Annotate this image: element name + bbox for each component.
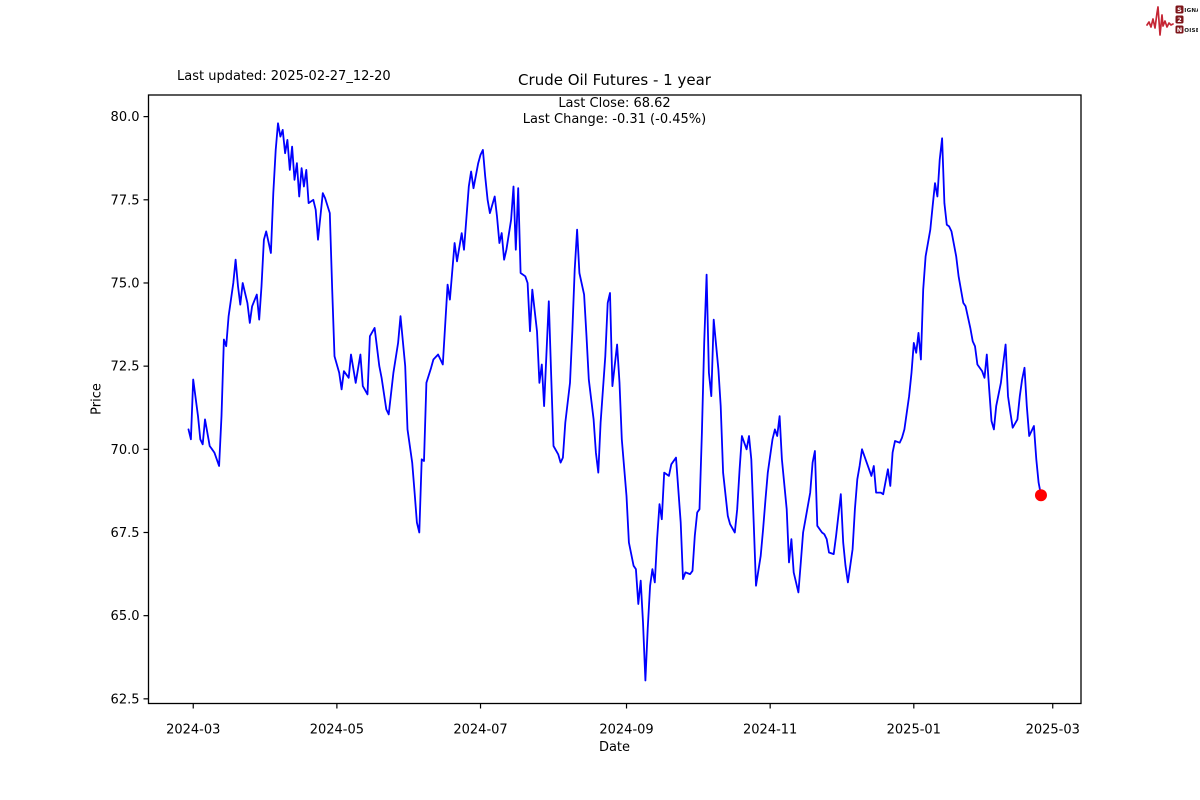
- y-tick-label: 70.0: [111, 443, 140, 458]
- x-tick-label: 2024-11: [743, 723, 797, 738]
- y-tick-label: 72.5: [111, 360, 140, 375]
- logo-badge-n: [1175, 25, 1184, 34]
- logo-badge-n-letter: N: [1177, 26, 1182, 34]
- x-tick-label: 2025-03: [1026, 723, 1080, 738]
- last-close-marker: [1034, 489, 1047, 502]
- price-line: [187, 122, 1042, 682]
- logo-badge-s-letter: S: [1177, 6, 1182, 14]
- logo-badge-s: [1175, 5, 1184, 14]
- logo-badge-2: [1175, 15, 1184, 24]
- y-tick-label: 75.0: [111, 276, 140, 291]
- logo-badge-2-letter: 2: [1177, 16, 1182, 24]
- x-tick-label: 2024-05: [310, 723, 364, 738]
- signal2noise-logo: S 2 N IGNAL OISE: [1146, 5, 1198, 36]
- x-tick-label: 2024-07: [453, 723, 507, 738]
- logo-word-ignal: IGNAL: [1184, 8, 1198, 14]
- y-tick-label: 77.5: [111, 193, 140, 208]
- x-tick-label: 2024-03: [166, 723, 220, 738]
- chart-title: Crude Oil Futures - 1 year: [518, 71, 711, 89]
- logo-word-oise: OISE: [1184, 28, 1198, 34]
- x-axis-title: Date: [598, 740, 631, 755]
- plot-border: [147, 94, 1082, 705]
- x-tick-label: 2025-01: [887, 723, 941, 738]
- last-change-annotation: Last Change: -0.31 (-0.45%): [522, 112, 707, 127]
- heartbeat-waveform-icon: [1146, 6, 1174, 36]
- last-updated-label: Last updated: 2025-02-27_12-20: [177, 69, 391, 84]
- last-close-annotation: Last Close: 68.62: [558, 96, 671, 111]
- y-tick-label: 65.0: [111, 609, 140, 624]
- x-tick-label: 2024-09: [599, 723, 653, 738]
- y-tick-label: 62.5: [111, 692, 140, 707]
- y-tick-label: 80.0: [111, 110, 140, 125]
- y-tick-label: 67.5: [111, 526, 140, 541]
